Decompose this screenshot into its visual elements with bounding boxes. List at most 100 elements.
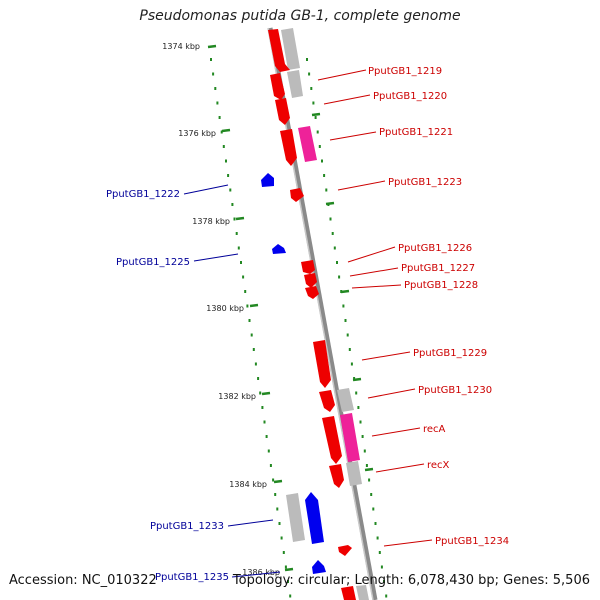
gene-block[interactable] xyxy=(322,416,342,464)
track-dot xyxy=(242,275,245,279)
track-dot xyxy=(240,261,242,264)
track-dot xyxy=(216,101,219,105)
track-dot xyxy=(336,261,338,264)
track-dot xyxy=(210,58,212,61)
kbp-label: 1384 kbp xyxy=(229,480,267,489)
track-dot xyxy=(363,449,366,453)
gene-block[interactable] xyxy=(304,273,317,288)
gene-block[interactable] xyxy=(340,413,360,462)
track-dot xyxy=(237,246,240,250)
track-dot xyxy=(225,159,227,163)
gene-block[interactable] xyxy=(281,28,300,70)
gene-label[interactable]: PputGB1_1221 xyxy=(379,127,453,138)
track-dot xyxy=(361,435,364,438)
gene-label[interactable]: PputGB1_1228 xyxy=(404,280,478,291)
gene-label[interactable]: PputGB1_1230 xyxy=(418,385,492,396)
track-dot xyxy=(348,348,351,351)
kbp-tick xyxy=(221,128,231,133)
gene-block[interactable] xyxy=(290,188,304,202)
track-dot xyxy=(344,319,347,322)
gene-label[interactable]: PputGB1_1234 xyxy=(435,536,509,547)
gene-block[interactable] xyxy=(312,560,326,574)
gene-block[interactable] xyxy=(261,173,274,187)
gene-label[interactable]: PputGB1_1219 xyxy=(368,66,442,77)
gene-label[interactable]: PputGB1_1223 xyxy=(388,177,462,188)
gene-label[interactable]: PputGB1_1229 xyxy=(413,348,487,359)
track-dot xyxy=(252,348,255,351)
track-dot xyxy=(383,580,385,583)
genome-summary-text: Topology: circular; Length: 6,078,430 bp… xyxy=(232,573,590,588)
track-dot xyxy=(280,536,283,540)
leader-lines-right xyxy=(317,69,433,547)
gene-block[interactable] xyxy=(305,286,319,299)
track-dot xyxy=(342,304,345,308)
gene-block[interactable] xyxy=(301,260,315,274)
track-dot xyxy=(248,319,251,322)
gene-label[interactable]: PputGB1_1233 xyxy=(150,521,224,532)
gene-block[interactable] xyxy=(272,244,286,254)
gene-block[interactable] xyxy=(338,545,352,556)
leader-lines-left xyxy=(183,184,281,578)
track-dot xyxy=(233,217,236,221)
track-dot xyxy=(378,551,381,554)
track-dot xyxy=(380,565,383,569)
genome-backbone xyxy=(267,27,378,600)
track-dot xyxy=(229,188,232,192)
track-dot xyxy=(272,478,275,482)
track-dot xyxy=(261,406,264,409)
track-dot xyxy=(265,435,268,438)
kbp-tick xyxy=(207,44,217,49)
gene-block[interactable] xyxy=(329,464,344,488)
gene-label[interactable]: PputGB1_1235 xyxy=(155,572,229,583)
gene-block[interactable] xyxy=(313,340,331,388)
track-dot xyxy=(276,507,279,511)
gene-block[interactable] xyxy=(275,98,290,125)
gene-block[interactable] xyxy=(319,390,335,412)
track-dot xyxy=(282,551,285,554)
gene-label[interactable]: PputGB1_1227 xyxy=(401,263,475,274)
kbp-tick xyxy=(261,391,271,396)
gene-label[interactable]: PputGB1_1225 xyxy=(116,257,190,268)
kbp-ticks xyxy=(207,44,294,572)
track-dot xyxy=(214,87,217,90)
track-dot xyxy=(274,493,277,496)
right-track-ticks xyxy=(311,112,374,472)
kbp-label: 1386 kbp xyxy=(242,568,280,577)
track-dot xyxy=(250,333,253,337)
gene-label[interactable]: recA xyxy=(423,424,446,435)
track-dot xyxy=(235,232,238,235)
gene-block[interactable] xyxy=(298,126,317,162)
gene-block[interactable] xyxy=(341,586,356,600)
track-dot xyxy=(267,449,270,453)
track-dot xyxy=(331,232,334,235)
gene-block[interactable] xyxy=(287,70,303,98)
track-dot xyxy=(212,72,215,76)
gene-block[interactable] xyxy=(286,493,305,542)
track-dot xyxy=(287,580,289,583)
track-dot xyxy=(259,391,262,395)
gene-label[interactable]: PputGB1_1220 xyxy=(373,91,447,102)
kbp-tick xyxy=(249,303,259,308)
gene-block[interactable] xyxy=(268,29,290,72)
track-dot xyxy=(314,116,317,119)
gene-block[interactable] xyxy=(280,129,297,166)
accession-text: Accession: NC_010322 xyxy=(9,573,157,588)
track-dot xyxy=(374,522,377,525)
gene-label[interactable]: recX xyxy=(427,460,450,471)
track-dot xyxy=(329,217,332,221)
track-dot xyxy=(353,377,356,380)
gene-block[interactable] xyxy=(356,585,369,600)
gene-label[interactable]: PputGB1_1222 xyxy=(106,189,180,200)
track-dot xyxy=(246,304,249,308)
track-dot xyxy=(289,594,292,598)
gene-block[interactable] xyxy=(346,461,362,486)
dotted-tracks xyxy=(210,58,388,598)
gene-block[interactable] xyxy=(270,73,285,100)
track-dot xyxy=(370,493,373,496)
gene-block[interactable] xyxy=(305,492,324,544)
track-dot xyxy=(357,406,360,409)
gene-label[interactable]: PputGB1_1226 xyxy=(398,243,472,254)
track-dot xyxy=(321,159,323,163)
gene-block[interactable] xyxy=(337,388,354,412)
kbp-label: 1380 kbp xyxy=(206,304,244,313)
